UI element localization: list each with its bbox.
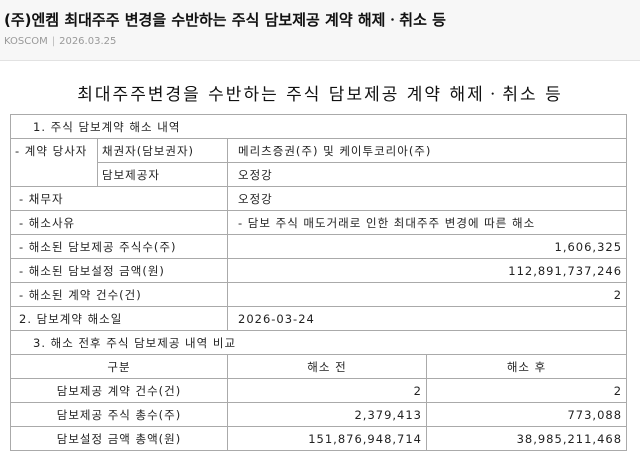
column-header: 구분	[10, 354, 228, 379]
shares-value: 1,606,325	[226, 234, 628, 259]
after-value: 773,088	[425, 402, 628, 427]
row-label: 담보제공 계약 건수(건)	[10, 378, 228, 403]
count-label: - 해소된 계약 건수(건)	[10, 282, 228, 307]
column-header: 해소 전	[227, 354, 427, 379]
after-value: 2	[425, 378, 628, 403]
shares-label: - 해소된 담보제공 주식수(주)	[10, 234, 228, 259]
debtor-value: 오정강	[226, 186, 628, 211]
table-row: 1. 주식 담보계약 해소 내역	[9, 114, 628, 139]
creditor-value: 메리츠증권(주) 및 케이투코리아(주)	[226, 138, 628, 163]
table-row: 담보제공자 오정강	[11, 162, 628, 187]
publish-date: 2026.03.25	[59, 36, 117, 47]
table-row: 담보제공 주식 총수(주) 2,379,413 773,088	[10, 402, 628, 427]
meta-separator: |	[51, 36, 56, 47]
article-title: (주)엔켐 최대주주 변경을 수반하는 주식 담보제공 계약 해제ㆍ취소 등	[4, 11, 446, 29]
table-header-row: 구분 해소 전 해소 후	[10, 354, 628, 379]
document-title: 최대주주변경을 수반하는 주식 담보제공 계약 해제ㆍ취소 등	[77, 85, 563, 105]
before-value: 2	[227, 378, 427, 403]
after-value: 38,985,211,468	[425, 426, 628, 451]
debtor-label: - 채무자	[10, 186, 228, 211]
source-label: KOSCOM	[4, 36, 48, 47]
table-row: - 해소된 담보설정 금액(원) 112,891,737,246	[10, 258, 628, 283]
section1-heading: 1. 주식 담보계약 해소 내역	[9, 114, 628, 139]
row-label: 담보설정 금액 총액(원)	[10, 426, 228, 451]
contract-party-label: - 계약 당사자	[10, 138, 98, 187]
section3-heading: 3. 해소 전후 주식 담보제공 내역 비교	[9, 330, 628, 355]
article-meta: KOSCOM | 2026.03.25	[4, 36, 116, 47]
provider-value: 오정강	[226, 162, 628, 187]
table-row: 담보제공 계약 건수(건) 2 2	[10, 378, 628, 403]
row-label: 담보제공 주식 총수(주)	[10, 402, 228, 427]
article-header: (주)엔켐 최대주주 변경을 수반하는 주식 담보제공 계약 해제ㆍ취소 등 K…	[0, 0, 640, 61]
column-header: 해소 후	[425, 354, 628, 379]
table-row: - 채무자 오정강	[10, 186, 628, 211]
reason-label: - 해소사유	[10, 210, 228, 235]
table-row: 3. 해소 전후 주식 담보제공 내역 비교	[9, 330, 628, 355]
termination-date-label: 2. 담보계약 해소일	[10, 306, 228, 331]
table-row: 2. 담보계약 해소일 2026-03-24	[10, 306, 628, 331]
before-value: 151,876,948,714	[227, 426, 427, 451]
table-row: - 해소사유 - 담보 주식 매도거래로 인한 최대주주 변경에 따른 해소	[10, 210, 628, 235]
disclosure-table: 1. 주식 담보계약 해소 내역 - 계약 당사자 채권자(담보권자) 메리츠증…	[9, 114, 628, 451]
before-value: 2,379,413	[227, 402, 427, 427]
creditor-label: 채권자(담보권자)	[97, 138, 228, 163]
table-row: - 해소된 담보제공 주식수(주) 1,606,325	[10, 234, 628, 259]
termination-date-value: 2026-03-24	[226, 306, 628, 331]
amount-label: - 해소된 담보설정 금액(원)	[10, 258, 228, 283]
table-row: - 해소된 계약 건수(건) 2	[10, 282, 628, 307]
amount-value: 112,891,737,246	[226, 258, 628, 283]
provider-label: 담보제공자	[97, 162, 228, 187]
table-row: 담보설정 금액 총액(원) 151,876,948,714 38,985,211…	[10, 426, 628, 451]
table-row: - 계약 당사자 채권자(담보권자) 메리츠증권(주) 및 케이투코리아(주)	[10, 138, 628, 187]
count-value: 2	[226, 282, 628, 307]
reason-value: - 담보 주식 매도거래로 인한 최대주주 변경에 따른 해소	[226, 210, 628, 235]
